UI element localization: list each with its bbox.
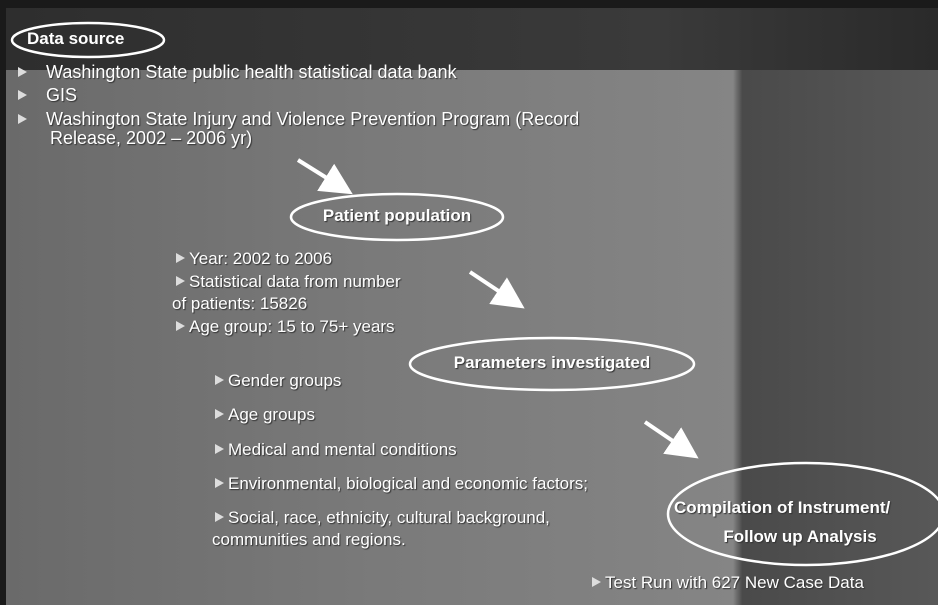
title-line: Follow up Analysis	[723, 527, 877, 546]
bullet	[215, 444, 224, 454]
section-title: Parameters investigated	[453, 353, 651, 372]
test-run: Test Run with 627 New Case Data	[592, 573, 864, 593]
text: Gender groups	[228, 371, 342, 390]
arrow	[468, 270, 525, 309]
top-band	[6, 8, 938, 70]
text: Year: 2002 to 2006	[189, 249, 333, 268]
ellipse	[10, 21, 166, 59]
bullet	[215, 409, 224, 419]
section-title: Data source	[27, 29, 125, 48]
text: Medical and mental conditions	[228, 440, 457, 459]
list-item: Age groups	[215, 404, 315, 426]
title-line: Compilation of Instrument/	[674, 498, 891, 517]
shapes	[10, 21, 938, 567]
bullet	[215, 478, 224, 488]
bullet	[18, 90, 27, 100]
text: Washington State Injury and Violence Pre…	[46, 109, 580, 129]
list-item: Environmental, biological and economic f…	[215, 473, 588, 495]
bullet	[215, 512, 224, 522]
slide: Data source Washington State public heal…	[6, 8, 938, 605]
section-title: Patient population	[322, 206, 472, 225]
text: Statistical data from number	[189, 272, 401, 291]
arrow	[643, 420, 699, 459]
arrow	[296, 158, 353, 195]
ellipse	[289, 192, 505, 242]
text: Age group: 15 to 75+ years	[189, 317, 395, 336]
list-item: communities and regions.	[212, 529, 406, 551]
list-item: Medical and mental conditions	[215, 439, 457, 461]
list-item: Statistical data from number	[176, 271, 401, 293]
text: Age groups	[228, 405, 315, 424]
list-item: Age group: 15 to 75+ years	[176, 316, 395, 338]
bullet	[18, 67, 27, 77]
list-item: Washington State public health statistic…	[18, 63, 457, 82]
text: GIS	[46, 85, 78, 105]
list-item: GIS	[18, 86, 77, 105]
list-item: Year: 2002 to 2006	[176, 248, 332, 270]
list-item: Gender groups	[215, 370, 341, 392]
bullet	[18, 114, 27, 124]
bullet	[592, 577, 601, 587]
text: Environmental, biological and economic f…	[228, 474, 589, 493]
list-item: Social, race, ethnicity, cultural backgr…	[215, 507, 550, 529]
text: Social, race, ethnicity, cultural backgr…	[228, 508, 550, 527]
text: communities and regions.	[212, 530, 406, 549]
text: Washington State public health statistic…	[46, 62, 457, 82]
ellipse	[666, 461, 938, 567]
ellipse	[408, 336, 696, 392]
bullet	[176, 253, 185, 263]
bullet	[215, 375, 224, 385]
list-item: Release, 2002 – 2006 yr)	[50, 129, 252, 148]
list-item: of patients: 15826	[172, 293, 307, 315]
bullet	[176, 276, 185, 286]
bullet	[176, 321, 185, 331]
text: of patients: 15826	[172, 294, 308, 313]
text: Test Run with 627 New Case Data	[605, 573, 864, 592]
text: Release, 2002 – 2006 yr)	[50, 128, 253, 148]
list-item: Washington State Injury and Violence Pre…	[18, 110, 579, 129]
